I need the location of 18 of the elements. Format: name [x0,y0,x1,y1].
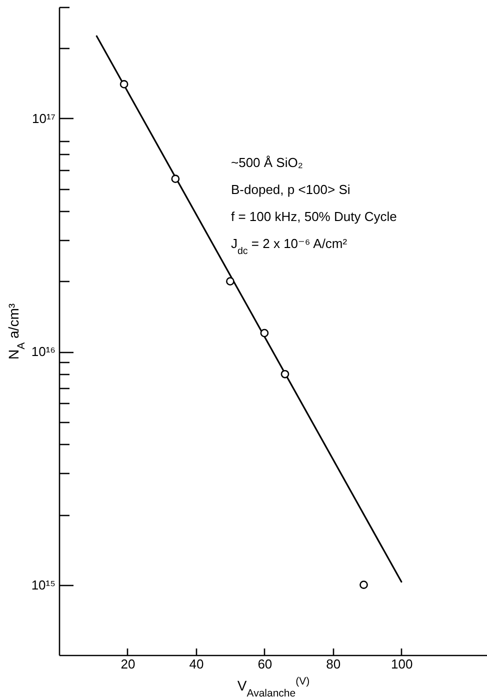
x-tick-label: 100 [391,656,413,672]
point [260,328,269,338]
x-tick-label: 40 [189,656,204,672]
y-tick-label: 10¹⁵ [31,577,56,592]
annotation: ~500 Å SiO₂ [231,155,303,170]
point [360,580,368,589]
point [171,174,180,184]
x-tick-label: 60 [258,656,272,672]
annotation: f = 100 kHz, 50% Duty Cycle [231,209,397,224]
annotation: J$_{dc}$ = 2 x 10⁻⁶ A/cm² [231,236,348,256]
x-tick-label: 20 [120,656,136,672]
point [226,277,234,286]
y-tick-label: 10¹⁷ [32,110,56,126]
point [120,80,128,88]
annotation: B-doped, p <100> Si [231,182,350,197]
y-tick-label: 10¹⁶ [31,344,56,360]
point [280,370,290,378]
x-tick-label: 80 [326,656,341,672]
